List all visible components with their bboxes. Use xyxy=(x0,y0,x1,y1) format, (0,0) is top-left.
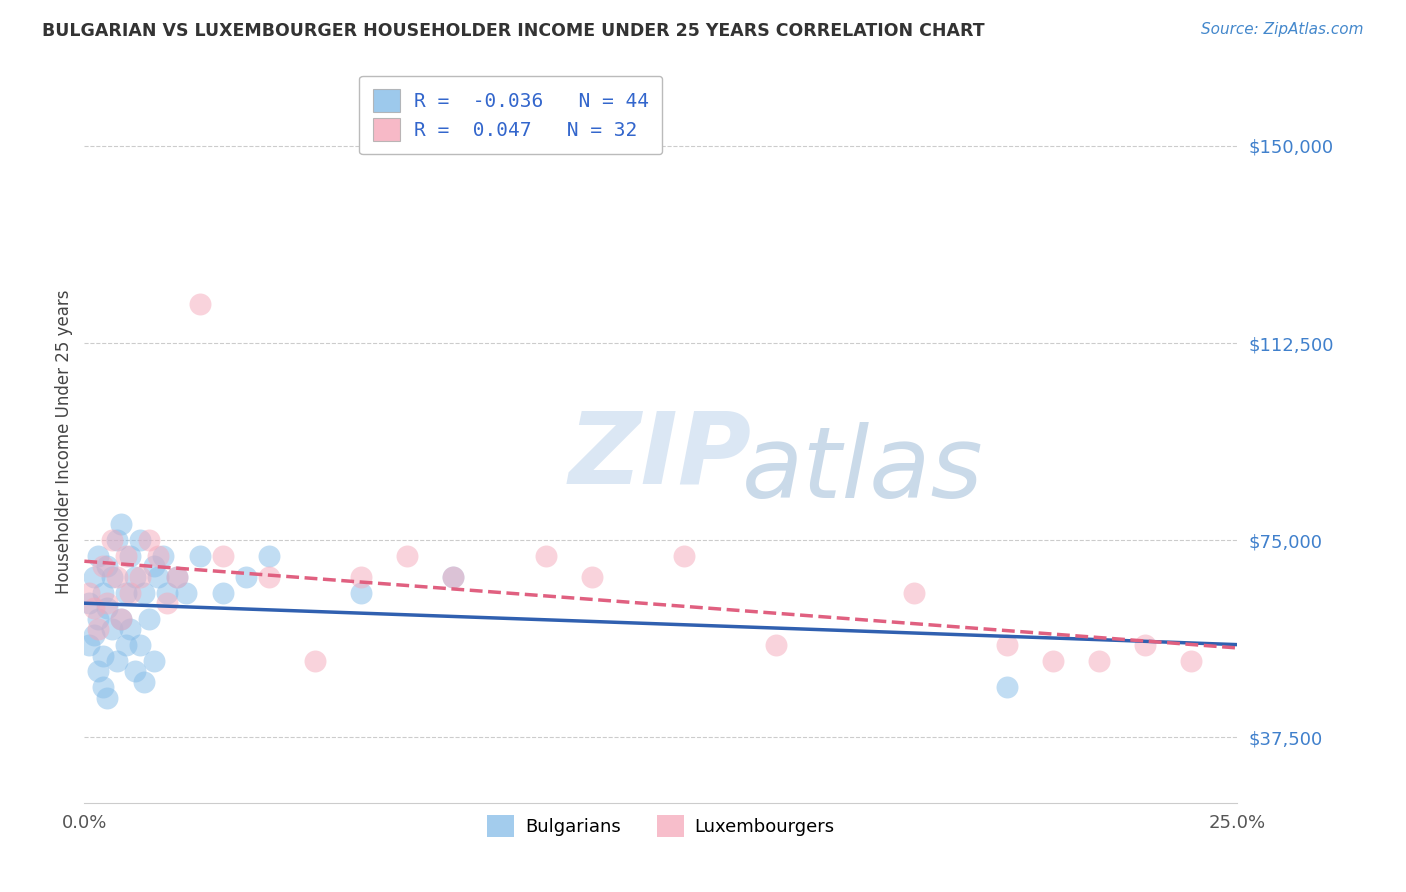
Point xyxy=(87,623,110,637)
Point xyxy=(120,585,142,599)
Point xyxy=(166,570,188,584)
Point xyxy=(96,690,118,705)
Point xyxy=(128,533,150,547)
Point xyxy=(101,623,124,637)
Point xyxy=(441,570,464,584)
Point xyxy=(96,601,118,615)
Point xyxy=(120,549,142,563)
Text: Source: ZipAtlas.com: Source: ZipAtlas.com xyxy=(1201,22,1364,37)
Point xyxy=(138,533,160,547)
Point xyxy=(142,654,165,668)
Point xyxy=(110,517,132,532)
Point xyxy=(87,612,110,626)
Point xyxy=(77,585,100,599)
Point xyxy=(211,549,233,563)
Point xyxy=(83,627,105,641)
Legend: Bulgarians, Luxembourgers: Bulgarians, Luxembourgers xyxy=(479,808,842,845)
Point xyxy=(138,612,160,626)
Point xyxy=(110,612,132,626)
Text: BULGARIAN VS LUXEMBOURGER HOUSEHOLDER INCOME UNDER 25 YEARS CORRELATION CHART: BULGARIAN VS LUXEMBOURGER HOUSEHOLDER IN… xyxy=(42,22,984,40)
Point xyxy=(83,570,105,584)
Point xyxy=(101,533,124,547)
Text: ZIP: ZIP xyxy=(568,408,752,505)
Point xyxy=(581,570,603,584)
Point xyxy=(77,638,100,652)
Point xyxy=(115,549,138,563)
Point xyxy=(257,549,280,563)
Point xyxy=(134,675,156,690)
Point xyxy=(124,665,146,679)
Point xyxy=(995,680,1018,694)
Point xyxy=(146,570,169,584)
Point xyxy=(174,585,197,599)
Point xyxy=(110,612,132,626)
Y-axis label: Householder Income Under 25 years: Householder Income Under 25 years xyxy=(55,289,73,594)
Point xyxy=(441,570,464,584)
Point xyxy=(101,570,124,584)
Point xyxy=(105,533,128,547)
Point xyxy=(91,680,114,694)
Point xyxy=(1042,654,1064,668)
Point xyxy=(235,570,257,584)
Point xyxy=(115,585,138,599)
Point xyxy=(188,549,211,563)
Point xyxy=(211,585,233,599)
Point xyxy=(350,570,373,584)
Point xyxy=(152,549,174,563)
Point xyxy=(156,585,179,599)
Point xyxy=(1180,654,1202,668)
Point xyxy=(120,623,142,637)
Point xyxy=(77,596,100,610)
Point xyxy=(1088,654,1111,668)
Point xyxy=(128,570,150,584)
Point xyxy=(87,665,110,679)
Point xyxy=(350,585,373,599)
Point xyxy=(672,549,695,563)
Point xyxy=(87,549,110,563)
Point xyxy=(396,549,419,563)
Point xyxy=(96,559,118,574)
Point xyxy=(903,585,925,599)
Point xyxy=(105,654,128,668)
Point xyxy=(534,549,557,563)
Point xyxy=(128,638,150,652)
Point xyxy=(91,559,114,574)
Point xyxy=(146,549,169,563)
Point xyxy=(115,638,138,652)
Point xyxy=(124,570,146,584)
Point xyxy=(142,559,165,574)
Point xyxy=(134,585,156,599)
Point xyxy=(96,596,118,610)
Point xyxy=(304,654,326,668)
Point xyxy=(105,570,128,584)
Point xyxy=(91,648,114,663)
Point xyxy=(166,570,188,584)
Point xyxy=(83,601,105,615)
Text: atlas: atlas xyxy=(741,422,983,519)
Point xyxy=(91,585,114,599)
Point xyxy=(995,638,1018,652)
Point xyxy=(156,596,179,610)
Point xyxy=(188,296,211,310)
Point xyxy=(1133,638,1156,652)
Point xyxy=(257,570,280,584)
Point xyxy=(765,638,787,652)
